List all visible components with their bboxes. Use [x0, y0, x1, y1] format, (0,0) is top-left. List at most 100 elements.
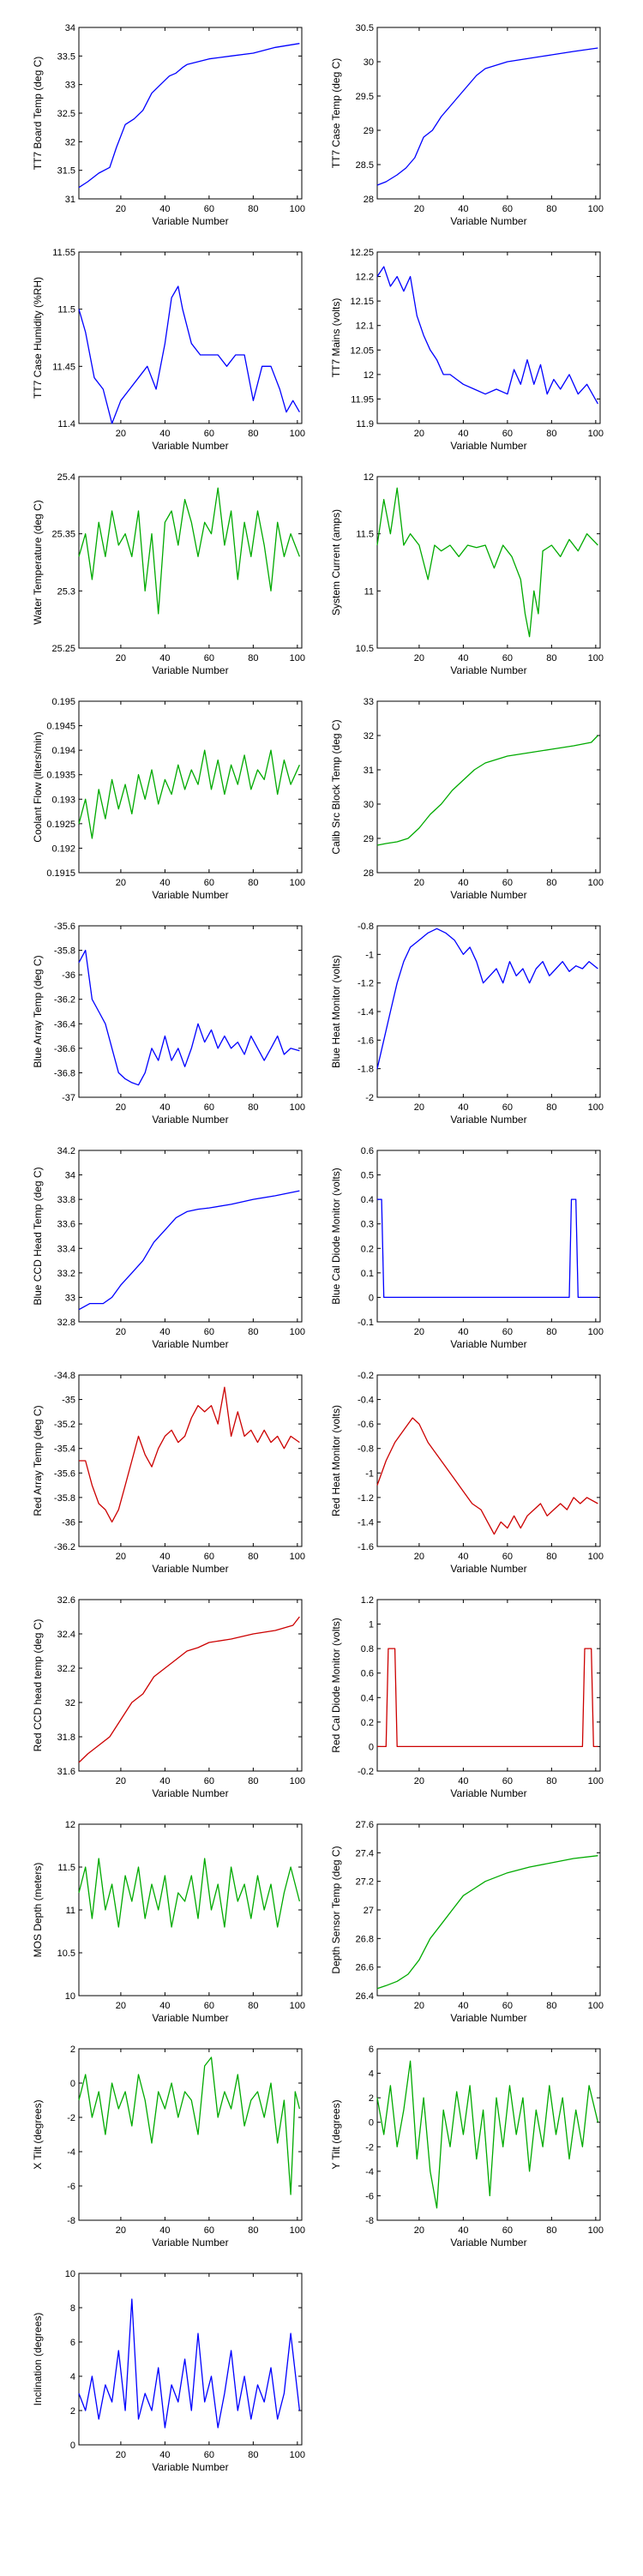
- y-axis-label: Blue CCD Head Temp (deg C): [32, 1167, 44, 1305]
- y-tick-label: 0.4: [361, 1195, 374, 1205]
- x-axis-label: Variable Number: [152, 889, 228, 901]
- x-tick-label: 20: [414, 653, 424, 664]
- y-tick-label: 12.2: [356, 273, 374, 283]
- y-tick-label: 25.35: [51, 530, 75, 540]
- x-tick-label: 20: [116, 1327, 126, 1337]
- y-tick-label: -36.2: [54, 1542, 75, 1552]
- y-tick-label: -0.4: [358, 1396, 374, 1406]
- y-tick-label: -1.8: [358, 1065, 374, 1075]
- y-tick-label: 6: [369, 2045, 374, 2055]
- x-tick-label: 100: [588, 653, 604, 664]
- x-axis-label: Variable Number: [152, 215, 228, 227]
- x-axis-label: Variable Number: [152, 440, 228, 452]
- y-tick-label: -4: [67, 2147, 75, 2158]
- y-tick-label: 11.45: [52, 362, 75, 372]
- x-tick-label: 100: [588, 204, 604, 214]
- series-line: [376, 2060, 599, 2209]
- y-tick-label: 0.1: [361, 1269, 374, 1279]
- y-tick-label: 10.5: [356, 644, 374, 654]
- x-axis-label: Variable Number: [450, 1563, 526, 1575]
- x-tick-label: 40: [458, 1776, 468, 1786]
- chart-panel: 20 40 60 80 100 31 31.5 32 32.5 33 33.5 34 Variable …: [32, 23, 305, 227]
- y-tick-label: -0.1: [358, 1318, 374, 1328]
- y-tick-label: 1.2: [361, 1595, 374, 1606]
- y-tick-label: -2: [365, 2142, 374, 2153]
- x-tick-label: 100: [290, 1327, 305, 1337]
- y-tick-label: 11.55: [52, 248, 75, 258]
- y-tick-label: 11.95: [351, 394, 374, 405]
- x-axis-label: Variable Number: [152, 2012, 228, 2024]
- y-tick-label: 33: [65, 81, 75, 91]
- chart-panel: 20 40 60 80 100 0.1915 0.192 0.1925 0.193 0.1935 0…: [32, 697, 305, 901]
- x-tick-label: 80: [248, 429, 258, 439]
- x-tick-label: 20: [116, 204, 126, 214]
- y-tick-label: 27.2: [356, 1877, 374, 1888]
- y-tick-label: 0.194: [51, 746, 75, 756]
- x-tick-label: 100: [290, 2001, 305, 2011]
- y-tick-label: -0.8: [358, 922, 374, 932]
- x-tick-label: 40: [159, 1552, 170, 1562]
- x-tick-label: 20: [414, 204, 424, 214]
- plot-frame: [376, 700, 601, 874]
- y-axis-label: X Tilt (degrees): [32, 2099, 44, 2169]
- y-axis-label: MOS Depth (meters): [32, 1863, 44, 1958]
- y-tick-label: -36.2: [54, 995, 75, 1006]
- y-tick-label: 2: [70, 2045, 75, 2055]
- plot-frame: [78, 2273, 303, 2446]
- y-tick-label: 0.6: [361, 1146, 374, 1156]
- y-tick-label: -36.8: [54, 1068, 75, 1078]
- x-tick-label: 60: [502, 204, 513, 214]
- y-tick-label: -36.6: [54, 1044, 75, 1054]
- y-tick-label: 0.3: [361, 1220, 374, 1230]
- y-tick-label: 27.4: [356, 1848, 374, 1858]
- plot-frame: [376, 1374, 601, 1547]
- y-tick-label: -0.2: [358, 1371, 374, 1381]
- x-tick-label: 60: [502, 1776, 513, 1786]
- x-tick-label: 60: [204, 1552, 214, 1562]
- y-axis-label: Red Array Temp (deg C): [32, 1405, 44, 1516]
- x-axis-label: Variable Number: [152, 2237, 228, 2249]
- y-tick-label: 31.8: [57, 1732, 75, 1743]
- y-tick-label: -35.6: [54, 1468, 75, 1479]
- y-tick-label: 11: [66, 1906, 75, 1916]
- series-line: [79, 1386, 300, 1523]
- y-axis-label: Depth Sensor Temp (deg C): [330, 1846, 342, 1973]
- x-tick-label: 60: [204, 1776, 214, 1786]
- y-tick-label: -1: [365, 950, 374, 960]
- y-tick-label: 8: [70, 2303, 75, 2314]
- plot-frame: [376, 2048, 601, 2221]
- plot-frame: [78, 1150, 303, 1323]
- y-tick-label: 0.193: [51, 795, 75, 805]
- plot-frame: [78, 925, 303, 1098]
- y-tick-label: -1.4: [358, 1517, 374, 1528]
- x-tick-label: 80: [248, 2450, 258, 2460]
- x-tick-label: 20: [116, 1776, 126, 1786]
- y-tick-label: 11.5: [57, 1863, 75, 1873]
- x-tick-label: 100: [588, 1102, 604, 1113]
- series-line: [78, 1616, 300, 1763]
- y-tick-label: 12.25: [350, 248, 374, 258]
- x-tick-label: 40: [159, 1327, 170, 1337]
- x-tick-label: 100: [588, 1327, 604, 1337]
- chart-panel: 20 40 60 80 100 10.5 11 11.5 12 Variable Number Sy…: [330, 472, 604, 676]
- y-tick-label: -6: [365, 2191, 374, 2201]
- x-tick-label: 40: [159, 204, 170, 214]
- x-axis-label: Variable Number: [450, 664, 526, 676]
- y-tick-label: 26.8: [356, 1934, 374, 1944]
- x-tick-label: 100: [290, 1102, 305, 1113]
- y-tick-label: 11.9: [356, 419, 374, 429]
- x-tick-label: 20: [414, 2225, 424, 2236]
- plot-frame: [376, 251, 601, 424]
- x-axis-label: Variable Number: [152, 2461, 228, 2473]
- x-tick-label: 60: [502, 1552, 513, 1562]
- y-tick-label: -0.8: [358, 1444, 374, 1455]
- x-tick-label: 60: [204, 2450, 214, 2460]
- y-tick-label: 33.2: [57, 1269, 75, 1279]
- y-tick-label: 12.15: [350, 297, 374, 307]
- y-tick-label: -8: [365, 2216, 374, 2226]
- y-tick-label: 33: [364, 697, 374, 707]
- chart-panel: 20 40 60 80 100 11.9 11.95 12 12.05 12.1 12.15 12.2…: [330, 248, 604, 452]
- x-tick-label: 60: [204, 653, 214, 664]
- y-tick-label: 31: [65, 195, 75, 205]
